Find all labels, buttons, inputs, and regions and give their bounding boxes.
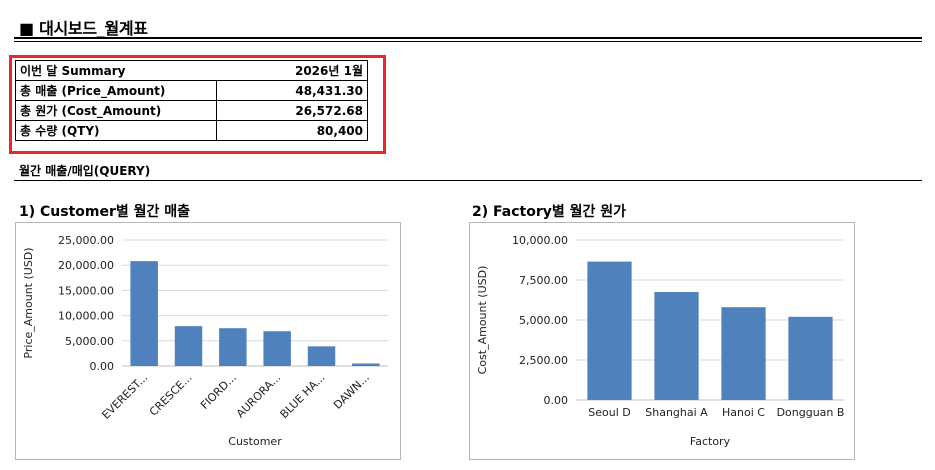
y-tick-label: 10,000.00 <box>512 234 568 247</box>
bar[interactable] <box>587 261 632 400</box>
bar[interactable] <box>130 261 158 366</box>
summary-row: 총 원가 (Cost_Amount) 26,572.68 <box>15 100 369 121</box>
chart-title-factory: 2) Factory별 월간 원가 <box>472 204 626 220</box>
chart-title-customer: 1) Customer별 월간 매출 <box>19 204 191 220</box>
summary-value-cost[interactable]: 26,572.68 <box>215 100 369 121</box>
y-tick-label: 0.00 <box>544 394 569 407</box>
summary-label-qty[interactable]: 총 수량 (QTY) <box>15 120 217 141</box>
summary-header-row: 이번 달 Summary 2026년 1월 <box>15 60 368 81</box>
x-tick-label: Dongguan B <box>777 406 845 419</box>
y-tick-label: 10,000.00 <box>58 310 114 323</box>
y-tick-label: 15,000.00 <box>58 284 114 297</box>
bar[interactable] <box>174 326 203 366</box>
chart-factory-cost[interactable]: 0.00 2,500.00 5,000.00 7,500.00 10,000.00 Seo… <box>469 222 855 460</box>
summary-table: 이번 달 Summary 2026년 1월 총 매출 (Price_Amount… <box>15 60 369 141</box>
bar[interactable] <box>788 316 833 400</box>
x-tick-label: Seoul D <box>588 406 630 419</box>
x-tick-label: Hanoi C <box>722 406 765 419</box>
x-tick-label: AURORA... <box>234 371 283 420</box>
summary-row: 총 수량 (QTY) 80,400 <box>15 120 369 141</box>
summary-label-cost[interactable]: 총 원가 (Cost_Amount) <box>15 100 217 121</box>
section-title: 월간 매출/매입(QUERY) <box>19 164 151 178</box>
summary-value-qty[interactable]: 80,400 <box>215 120 369 141</box>
x-tick-label: Shanghai A <box>645 406 708 419</box>
chart-customer-revenue[interactable]: 0.00 5,000.00 10,000.00 15,000.00 20,000.00 2… <box>15 222 401 460</box>
y-axis-title: Price_Amount (USD) <box>22 247 35 358</box>
y-tick-label: 2,500.00 <box>519 354 568 367</box>
y-tick-label: 20,000.00 <box>58 259 114 272</box>
summary-header-label[interactable]: 이번 달 Summary <box>20 64 126 78</box>
y-tick-label: 7,500.00 <box>519 274 568 287</box>
chart-svg: 0.00 5,000.00 10,000.00 15,000.00 20,000.00 2… <box>22 234 388 448</box>
x-axis-title: Factory <box>690 435 731 448</box>
summary-header-value[interactable]: 2026년 1월 <box>294 64 363 78</box>
x-tick-label: DAWN... <box>331 371 372 412</box>
bar[interactable] <box>721 307 766 400</box>
bar[interactable] <box>307 346 336 366</box>
summary-value-price[interactable]: 48,431.30 <box>215 80 369 101</box>
section-divider <box>14 180 922 181</box>
page-title: ■ 대시보드_월계표 <box>19 19 148 38</box>
x-tick-label: BLUE HA... <box>278 371 328 421</box>
chart-svg: 0.00 2,500.00 5,000.00 7,500.00 10,000.00 Seo… <box>476 234 845 448</box>
x-tick-label: FIORD... <box>198 371 239 412</box>
x-tick-label: EVEREST... <box>99 371 150 422</box>
y-tick-label: 5,000.00 <box>519 314 568 327</box>
summary-highlight-box <box>9 55 386 154</box>
x-tick-label: CRESCE... <box>147 371 195 419</box>
x-axis-title: Customer <box>228 435 282 448</box>
y-tick-label: 5,000.00 <box>65 335 114 348</box>
y-tick-label: 0.00 <box>90 360 115 373</box>
y-tick-label: 25,000.00 <box>58 234 114 247</box>
bar[interactable] <box>263 331 291 366</box>
bar[interactable] <box>352 363 380 366</box>
title-divider-thin <box>14 41 922 42</box>
bar[interactable] <box>654 292 699 400</box>
title-divider-thick <box>14 37 922 39</box>
summary-row: 총 매출 (Price_Amount) 48,431.30 <box>15 80 369 101</box>
summary-label-price[interactable]: 총 매출 (Price_Amount) <box>15 80 217 101</box>
bar[interactable] <box>219 328 247 366</box>
y-axis-title: Cost_Amount (USD) <box>476 266 489 375</box>
